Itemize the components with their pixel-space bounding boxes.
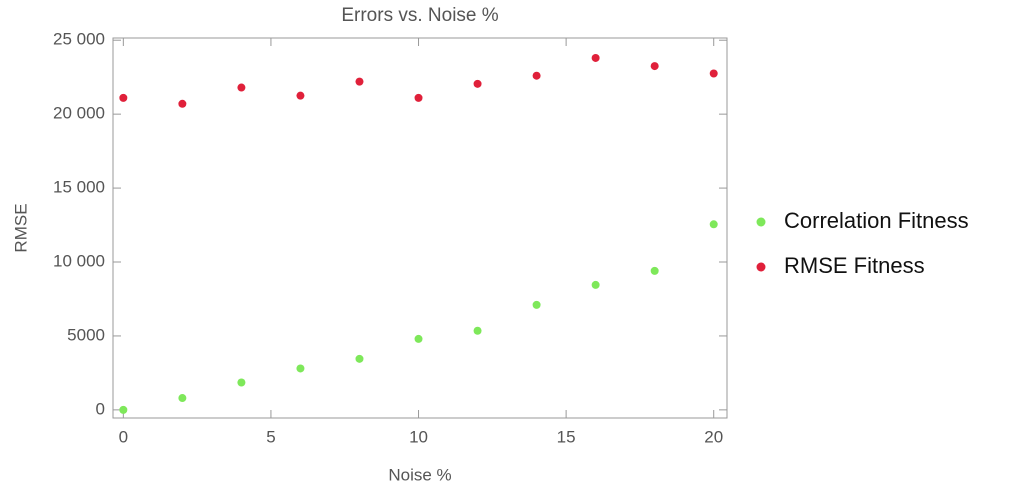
point: [709, 69, 718, 78]
legend-marker: [756, 217, 766, 227]
x-tick-label: 0: [119, 427, 128, 446]
point: [237, 83, 246, 92]
legend-label: RMSE Fitness: [784, 253, 925, 278]
point: [178, 99, 187, 108]
point: [473, 79, 482, 88]
point: [532, 300, 541, 309]
point: [591, 53, 600, 62]
point: [178, 394, 187, 403]
y-tick-label: 15 000: [53, 178, 105, 197]
point: [414, 93, 423, 102]
x-tick-label: 15: [557, 427, 576, 446]
point: [355, 77, 364, 86]
point: [237, 378, 246, 387]
point: [709, 220, 718, 229]
point: [532, 71, 541, 80]
x-axis-label: Noise %: [388, 465, 451, 484]
point: [414, 334, 423, 343]
point: [296, 364, 305, 373]
y-tick-label: 10 000: [53, 251, 105, 270]
x-tick-label: 5: [266, 427, 275, 446]
point: [591, 280, 600, 289]
point: [119, 93, 128, 102]
plot-frame: [112, 37, 728, 419]
y-axis-label: RMSE: [11, 203, 30, 252]
point: [650, 62, 659, 71]
legend-marker: [756, 262, 766, 272]
y-tick-label: 25 000: [53, 30, 105, 49]
legend-label: Correlation Fitness: [784, 208, 969, 233]
point: [650, 266, 659, 275]
point: [355, 354, 364, 363]
y-tick-label: 0: [96, 399, 105, 418]
point: [119, 405, 128, 414]
y-tick-label: 20 000: [53, 104, 105, 123]
y-tick-label: 5000: [67, 325, 105, 344]
x-tick-label: 20: [704, 427, 723, 446]
x-tick-label: 10: [409, 427, 428, 446]
chart-title: Errors vs. Noise %: [341, 5, 498, 26]
point: [296, 91, 305, 100]
point: [473, 326, 482, 335]
